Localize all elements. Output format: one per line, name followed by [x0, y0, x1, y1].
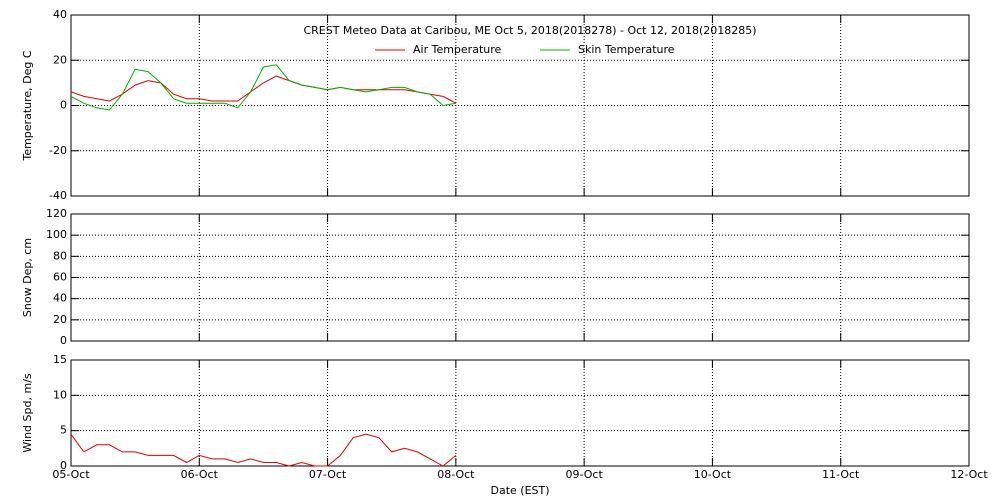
- y-tick-label: 5: [60, 424, 67, 437]
- y-tick-label: 0: [60, 459, 67, 472]
- data-line: [70, 64, 456, 111]
- x-tick-label: 05-Oct: [52, 468, 90, 481]
- x-tick-label: 07-Oct: [309, 468, 347, 481]
- y-tick-label: -40: [49, 189, 67, 202]
- y-tick-label: 0: [60, 334, 67, 347]
- y-tick-label: 0: [60, 99, 67, 112]
- data-line: [70, 433, 457, 467]
- x-axis-label: Date (EST): [490, 484, 549, 497]
- y-tick-label: 60: [53, 271, 67, 284]
- plot-frame: [70, 213, 970, 342]
- y-tick-label: 10: [53, 388, 67, 401]
- plot-frame: [70, 14, 970, 197]
- y-tick-label: 40: [53, 8, 67, 21]
- y-axis-label: Wind Spd, m/s: [21, 373, 34, 453]
- y-axis-label: Snow Dep, cm: [21, 238, 34, 317]
- legend-label: Air Temperature: [413, 43, 502, 56]
- x-tick-label: 10-Oct: [694, 468, 732, 481]
- legend-label: Skin Temperature: [578, 43, 675, 56]
- x-tick-label: 12-Oct: [950, 468, 988, 481]
- x-tick-label: 11-Oct: [822, 468, 860, 481]
- x-tick-label: 09-Oct: [565, 468, 603, 481]
- data-line: [70, 75, 457, 104]
- y-tick-label: 15: [53, 353, 67, 366]
- chart-title: CREST Meteo Data at Caribou, ME Oct 5, 2…: [303, 24, 756, 37]
- y-tick-label: 20: [53, 313, 67, 326]
- y-tick-label: 80: [53, 249, 67, 262]
- y-tick-label: 40: [53, 292, 67, 305]
- x-tick-label: 06-Oct: [181, 468, 219, 481]
- x-tick-label: 08-Oct: [437, 468, 475, 481]
- y-tick-label: -20: [49, 144, 67, 157]
- y-axis-label: Temperature, Deg C: [21, 50, 34, 161]
- y-tick-label: 100: [46, 228, 67, 241]
- y-tick-label: 20: [53, 53, 67, 66]
- plot-frame: [70, 359, 970, 467]
- y-tick-label: 120: [46, 207, 67, 220]
